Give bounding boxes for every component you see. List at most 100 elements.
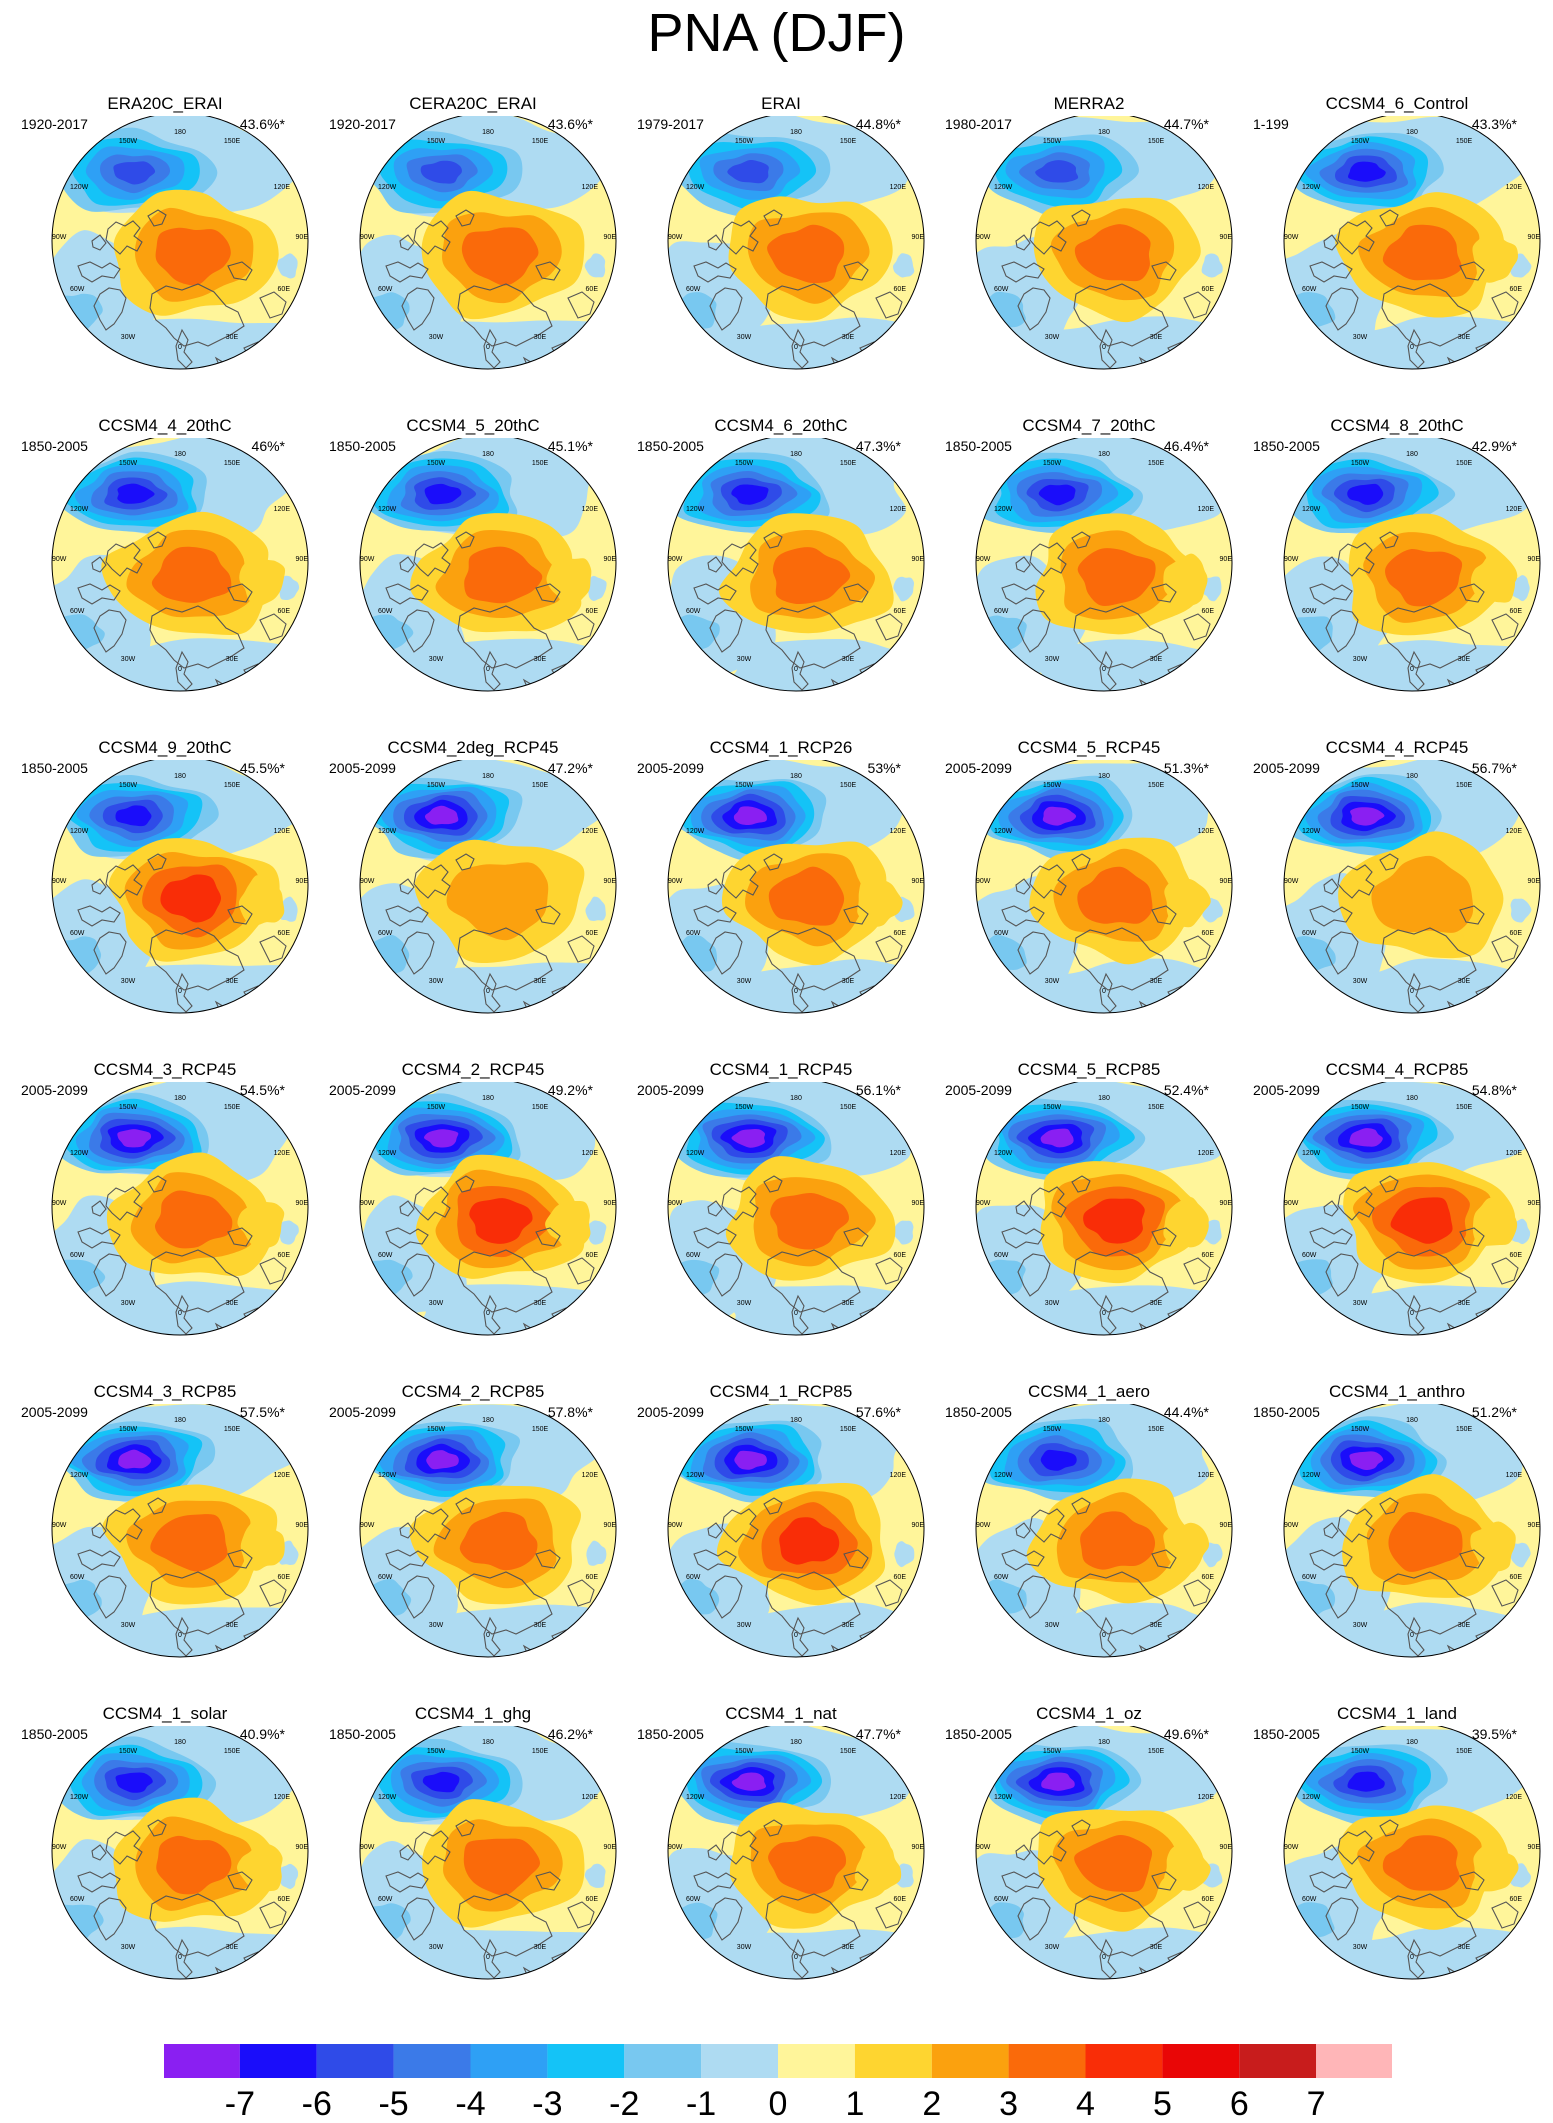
lon-label-top: 180 — [1406, 451, 1418, 458]
lon-label-bottom: 0 — [1410, 1310, 1414, 1317]
lon-label-ese: 60E — [586, 286, 599, 293]
lon-label-wnw: 120W — [70, 1472, 89, 1479]
panel-period: 2005-2099 — [637, 1082, 704, 1098]
lon-label-wnw: 120W — [1302, 1794, 1321, 1801]
lon-label-nne: 150E — [1148, 1748, 1165, 1755]
colorbar-swatch — [1008, 2043, 1086, 2079]
panel-title: CCSM4_5_RCP85 — [1017, 1060, 1161, 1079]
lon-label-sse: 30E — [534, 978, 547, 985]
lon-label-w: 90W — [668, 556, 683, 563]
lon-label-wsw: 60W — [994, 1896, 1009, 1903]
lon-label-top: 180 — [174, 1739, 186, 1746]
lon-label-nnw: 150W — [1043, 1748, 1062, 1755]
colorbar-swatch — [1085, 2043, 1163, 2079]
lon-label-top: 180 — [1406, 129, 1418, 136]
colorbar-tick-label: -5 — [378, 2085, 408, 2119]
panel-variance-pct: 45.1%* — [547, 438, 593, 454]
lon-label-w: 90W — [976, 556, 991, 563]
lon-label-e: 90E — [296, 878, 309, 885]
panel-variance-pct: 43.6%* — [547, 116, 593, 132]
lon-label-ene: 120E — [1198, 828, 1215, 835]
lon-label-bottom: 0 — [794, 1310, 798, 1317]
lon-label-ssw: 30W — [737, 978, 752, 985]
polar-map: 180 150W 150E 120W 120E 90W 90E 60W 60E 30W 30E 0 — [359, 116, 617, 370]
lon-label-bottom: 0 — [178, 1632, 182, 1639]
polar-map: 180 150W 150E 120W 120E 90W 90E 60W 60E 30W 30E 0 — [51, 1726, 309, 1980]
lon-label-ene: 120E — [274, 828, 291, 835]
panel-title: CCSM4_2deg_RCP45 — [387, 738, 559, 757]
polar-map: 180 150W 150E 120W 120E 90W 90E 60W 60E 30W 30E 0 — [975, 1726, 1233, 1980]
panel-title: MERRA2 — [1053, 94, 1125, 113]
lon-label-wnw: 120W — [1302, 1150, 1321, 1157]
polar-map: 180 150W 150E 120W 120E 90W 90E 60W 60E 30W 30E 0 — [359, 1726, 617, 1980]
lon-label-wsw: 60W — [70, 608, 85, 615]
panel-period: 2005-2099 — [1253, 760, 1320, 776]
lon-label-w: 90W — [1284, 556, 1299, 563]
lon-label-ssw: 30W — [1353, 334, 1368, 341]
lon-label-wnw: 120W — [994, 506, 1013, 513]
lon-label-nne: 150E — [1148, 138, 1165, 145]
lon-label-top: 180 — [790, 451, 802, 458]
lon-label-e: 90E — [912, 1522, 925, 1529]
map-panel: CCSM4_5_RCP85 2005-2099 52.4%* 180 150W 150E 1… — [939, 1060, 1239, 1382]
panel-title: CCSM4_1_RCP26 — [709, 738, 853, 757]
lon-label-nne: 150E — [224, 460, 241, 467]
polar-map: 180 150W 150E 120W 120E 90W 90E 60W 60E 30W 30E 0 — [975, 1404, 1233, 1658]
panel-period: 1850-2005 — [1253, 1404, 1320, 1420]
lon-label-nne: 150E — [840, 1426, 857, 1433]
polar-map: 180 150W 150E 120W 120E 90W 90E 60W 60E 30W 30E 0 — [1283, 438, 1541, 692]
lon-label-wsw: 60W — [70, 1896, 85, 1903]
panel-title: CCSM4_4_RCP45 — [1325, 738, 1469, 757]
lon-label-wsw: 60W — [994, 1574, 1009, 1581]
lon-label-nnw: 150W — [735, 1426, 754, 1433]
lon-label-w: 90W — [668, 234, 683, 241]
map-panel: CCSM4_2_RCP45 2005-2099 49.2%* 180 150W 150E 1… — [323, 1060, 623, 1382]
lon-label-sse: 30E — [842, 1944, 855, 1951]
map-panel: CCSM4_9_20thC 1850-2005 45.5%* 180 150W 150E 1… — [15, 738, 315, 1060]
panel-title: CCSM4_2_RCP85 — [401, 1382, 545, 1401]
lon-label-nne: 150E — [224, 1104, 241, 1111]
lon-label-top: 180 — [1406, 773, 1418, 780]
polar-map: 180 150W 150E 120W 120E 90W 90E 60W 60E 30W 30E 0 — [667, 438, 925, 692]
polar-map: 180 150W 150E 120W 120E 90W 90E 60W 60E 30W 30E 0 — [51, 438, 309, 692]
lon-label-top: 180 — [482, 1417, 494, 1424]
lon-label-sse: 30E — [534, 1300, 547, 1307]
lon-label-wsw: 60W — [994, 930, 1009, 937]
lon-label-e: 90E — [296, 1200, 309, 1207]
panel-variance-pct: 46%* — [251, 438, 285, 454]
lon-label-ese: 60E — [1202, 1896, 1215, 1903]
lon-label-nne: 150E — [1148, 1426, 1165, 1433]
polar-map: 180 150W 150E 120W 120E 90W 90E 60W 60E 30W 30E 0 — [1283, 1726, 1541, 1980]
lon-label-nne: 150E — [532, 1426, 549, 1433]
lon-label-sse: 30E — [1150, 1300, 1163, 1307]
lon-label-wsw: 60W — [70, 286, 85, 293]
lon-label-wnw: 120W — [994, 1472, 1013, 1479]
lon-label-wsw: 60W — [1302, 286, 1317, 293]
lon-label-top: 180 — [790, 1739, 802, 1746]
lon-label-ene: 120E — [582, 1794, 599, 1801]
colorbar-swatch — [470, 2043, 548, 2079]
panel-title: CCSM4_4_RCP85 — [1325, 1060, 1469, 1079]
lon-label-nnw: 150W — [1351, 460, 1370, 467]
lon-label-e: 90E — [1220, 878, 1233, 885]
lon-label-nne: 150E — [1456, 1104, 1473, 1111]
panel-variance-pct: 54.5%* — [239, 1082, 285, 1098]
colorbar-tick-label: 3 — [999, 2085, 1018, 2119]
map-panel: CCSM4_6_20thC 1850-2005 47.3%* 180 150W 150E 1… — [631, 416, 931, 738]
lon-label-ssw: 30W — [429, 656, 444, 663]
map-panel: CCSM4_3_RCP85 2005-2099 57.5%* 180 150W 150E 1… — [15, 1382, 315, 1704]
lon-label-nnw: 150W — [1043, 1104, 1062, 1111]
lon-label-nnw: 150W — [1351, 1104, 1370, 1111]
lon-label-sse: 30E — [1458, 1300, 1471, 1307]
panel-title: CCSM4_1_RCP45 — [709, 1060, 853, 1079]
lon-label-nnw: 150W — [119, 460, 138, 467]
panel-title: CCSM4_1_ghg — [414, 1704, 532, 1723]
panel-title: CCSM4_8_20thC — [1330, 416, 1464, 435]
lon-label-nnw: 150W — [1043, 782, 1062, 789]
panel-variance-pct: 44.8%* — [855, 116, 901, 132]
map-panel: CCSM4_4_RCP85 2005-2099 54.8%* 180 150W 150E 1… — [1247, 1060, 1547, 1382]
lon-label-w: 90W — [52, 878, 67, 885]
polar-map: 180 150W 150E 120W 120E 90W 90E 60W 60E 30W 30E 0 — [667, 1404, 925, 1658]
lon-label-top: 180 — [482, 1095, 494, 1102]
polar-map: 180 150W 150E 120W 120E 90W 90E 60W 60E 30W 30E 0 — [1283, 1082, 1541, 1336]
